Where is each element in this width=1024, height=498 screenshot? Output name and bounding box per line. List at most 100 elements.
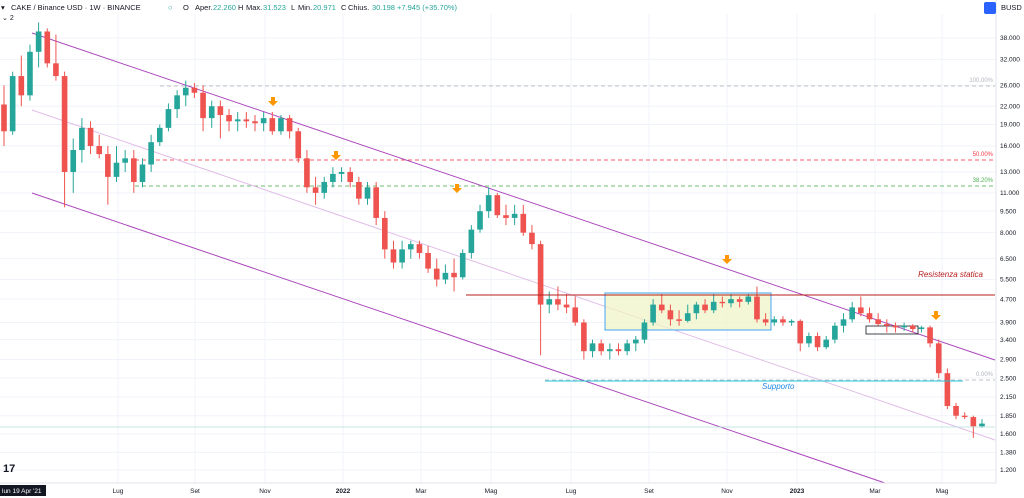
candle [200,85,206,132]
candle [477,204,483,233]
down-arrow-icon [452,184,462,193]
candle [44,28,51,68]
time-tick-label: Set [644,488,654,495]
candle [286,115,293,139]
candle [866,307,873,323]
candle-body [754,296,760,320]
candle [494,192,501,218]
candle [849,301,855,323]
candle [710,293,717,314]
candle [858,296,864,317]
candle-body [892,325,899,328]
candle-body [382,217,388,250]
time-tick-label: 2023 [790,488,805,495]
candle [520,204,527,236]
price-tick-label: 4.700 [1000,296,1017,303]
trend-channel [31,32,996,484]
candle-body [234,119,241,122]
candle-body [520,213,527,233]
symbol-label[interactable]: CAKE / Binance USD · 1W · BINANCE [11,3,141,12]
candle [745,293,752,305]
down-arrow-icon [722,255,732,264]
candle-body [537,244,544,305]
candle [537,240,544,356]
candle-body [364,187,371,199]
arrow-markers [268,97,941,320]
candle [641,319,648,344]
candle-body [286,118,293,132]
candle-body [598,343,604,352]
candle [295,127,302,163]
channel-upper-line [31,32,996,361]
candle [806,332,812,348]
candle-body [771,319,778,323]
candle [840,313,847,333]
candle [555,286,561,311]
close-label: C [341,3,347,12]
candle [658,293,665,314]
candle [615,343,622,356]
candle-body [113,162,120,177]
time-tick-label: Mag [936,488,949,495]
candle [684,304,691,323]
candle-body [243,119,250,122]
open-value: 22.260 [213,3,236,12]
candle [208,100,215,128]
fibonacci-levels: 100.00% 50.00% 38.20% 0.00% [135,78,995,381]
support-label: Supporto [762,382,795,391]
candle-body [676,319,682,321]
price-tick-label: 32.000 [1000,57,1020,64]
candle-body [944,373,951,406]
candle [771,316,778,326]
candle-body [131,158,137,182]
price-tick-label: 13.000 [1000,169,1020,176]
candle-body [927,327,933,344]
candle-body [762,319,769,323]
chart-header: ▾ CAKE / Binance USD · 1W · BINANCE ○ O … [0,0,1022,14]
low-word: Min. [298,3,313,12]
time-tick-label: 2022 [336,488,351,495]
candle [693,301,700,320]
candle-body [572,307,579,323]
candle [754,286,760,323]
candle [875,313,881,326]
candle [139,158,146,188]
candle-body [312,187,319,193]
candle-body [451,272,457,278]
candle-body [44,31,51,64]
candle [736,296,743,308]
candle-body [970,417,977,427]
candle-body [459,252,466,278]
low-label: L [291,3,296,12]
candle-body [53,63,59,77]
price-tick-label: 1.850 [1000,413,1017,420]
candle [581,319,587,360]
symbol-info-icon[interactable]: ▾ [1,3,5,12]
candle [667,304,674,326]
candle-body [563,304,570,308]
candle-body [797,320,804,344]
candle [901,322,907,331]
currency-label[interactable]: BUSD [1001,3,1022,12]
candle-body [607,349,613,352]
candle [148,134,154,172]
indicator-toggle[interactable]: ⌄ 2 [2,14,14,22]
candle [468,225,475,259]
close-value: 30.198 [372,3,395,12]
candle-body [728,299,734,304]
candle-body [909,325,916,330]
candle [719,296,726,308]
candle-body [61,76,68,172]
candle [883,319,890,333]
candle-body [806,336,812,344]
candle-body [658,304,665,311]
candle-body [260,118,267,124]
price-tick-label: 3.900 [1000,320,1017,327]
tradingview-logo-icon: 17 [3,463,16,475]
candle [79,118,85,163]
settings-icon[interactable] [984,2,996,14]
candle-body [433,268,440,280]
candle [278,115,284,135]
candle [650,299,656,326]
